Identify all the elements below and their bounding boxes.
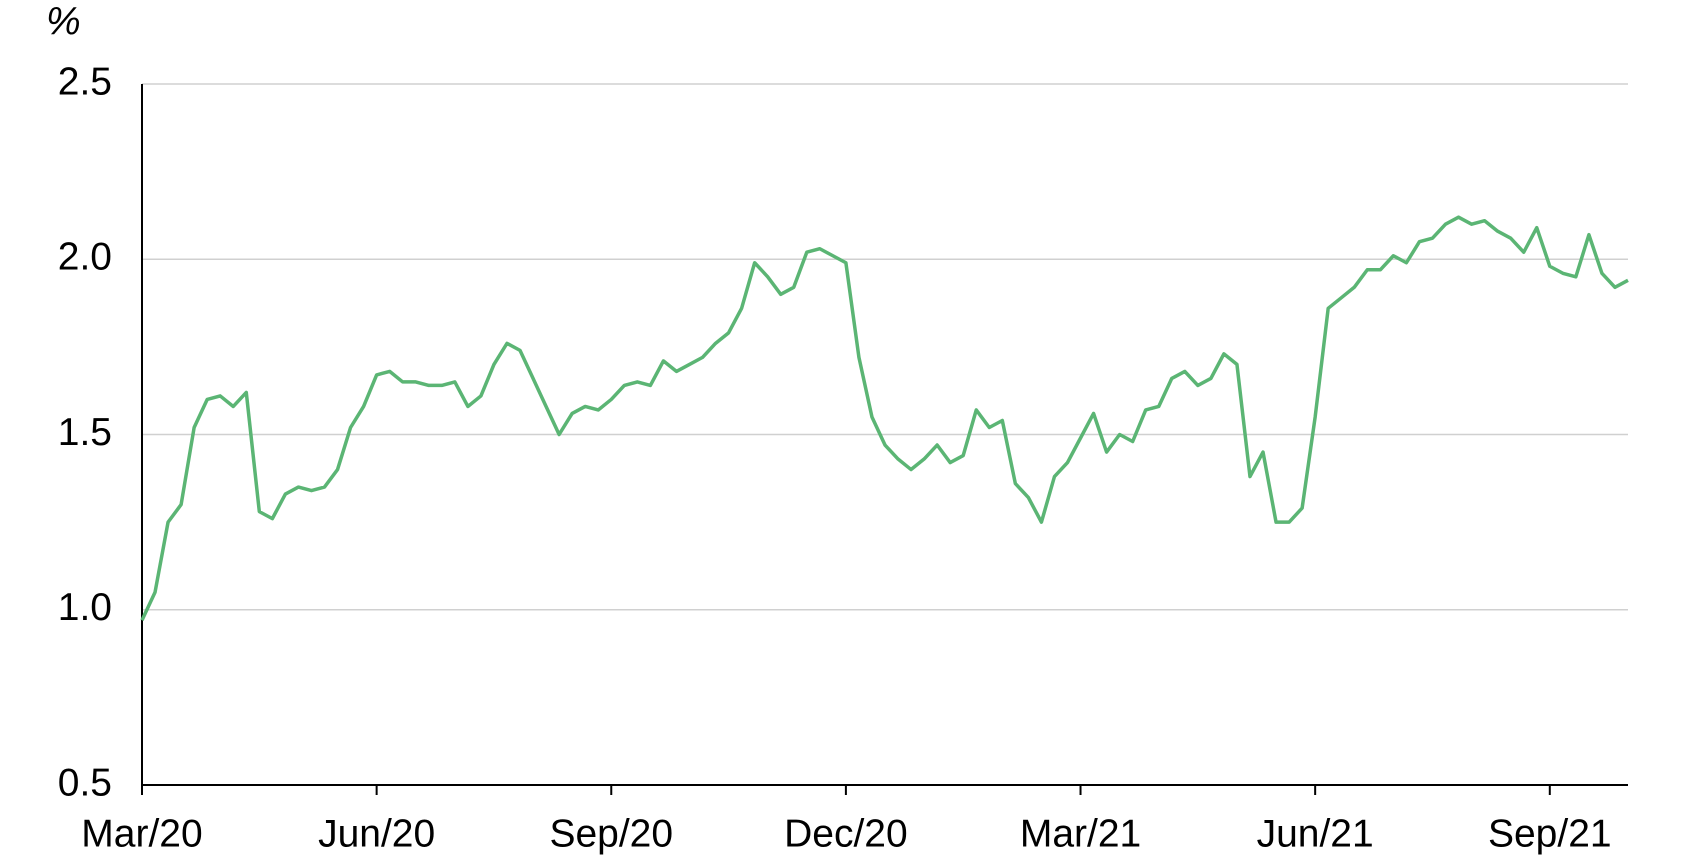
- y-tick-label: 1.0: [58, 586, 112, 629]
- x-tick-label: Jun/20: [318, 812, 435, 855]
- y-tick-label: 2.0: [58, 236, 112, 279]
- y-tick-label: 2.5: [58, 60, 112, 103]
- data-line: [140, 215, 1629, 621]
- x-tick-label: Sep/21: [1488, 812, 1612, 855]
- x-tick-label: Sep/20: [549, 812, 673, 855]
- x-tick-label: Jun/21: [1257, 812, 1374, 855]
- x-tick-label: Mar/21: [1020, 812, 1141, 855]
- y-tick-label: 0.5: [58, 761, 112, 804]
- x-tick-label: Mar/20: [81, 812, 202, 855]
- x-tick-label: Dec/20: [784, 812, 908, 855]
- y-tick-label: 1.5: [58, 411, 112, 454]
- y-axis-unit: %: [46, 0, 81, 43]
